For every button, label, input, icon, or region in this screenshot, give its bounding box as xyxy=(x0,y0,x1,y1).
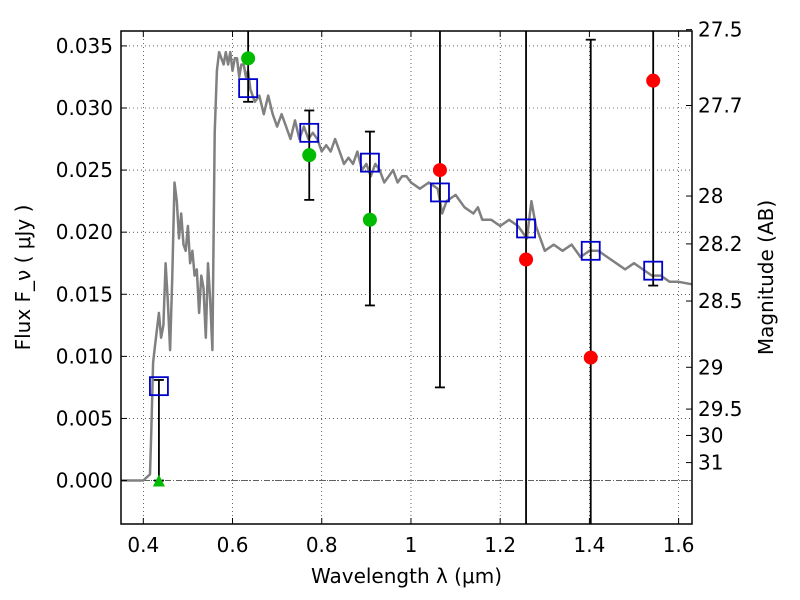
green-triangle-marker xyxy=(152,474,165,487)
y-tick-label: 0.010 xyxy=(56,344,113,368)
x-tick-label: 1.2 xyxy=(484,533,516,557)
red-data-point xyxy=(646,73,661,88)
mag-tick-label: 28.5 xyxy=(698,289,743,313)
green-data-point xyxy=(302,148,317,163)
y-tick-label: 0.005 xyxy=(56,406,113,430)
model-spectrum-layer xyxy=(121,50,693,482)
model-photometry-square xyxy=(643,260,664,281)
mag-tick-label: 28.2 xyxy=(698,232,743,256)
plot-frame xyxy=(120,30,693,525)
mag-tick-label: 30 xyxy=(698,423,723,447)
x-tick-label: 0.8 xyxy=(306,533,338,557)
green-data-point xyxy=(241,51,256,66)
x-tick-label: 0.4 xyxy=(127,533,159,557)
y-tick-label: 0.030 xyxy=(56,96,113,120)
magnitude-axis-title: Magnitude (AB) xyxy=(754,200,778,355)
x-tick-label: 1.4 xyxy=(573,533,605,557)
mag-tick-label: 27.7 xyxy=(698,93,743,117)
x-tick-label: 0.6 xyxy=(217,533,249,557)
red-data-point xyxy=(432,163,447,178)
mag-tick-label: 29.5 xyxy=(698,397,743,421)
model-photometry-square xyxy=(430,182,450,203)
mag-tick-label: 31 xyxy=(698,451,723,475)
model-photometry-square xyxy=(516,218,536,239)
x-axis-title: Wavelength λ (μm) xyxy=(311,564,502,588)
error-bar-layer xyxy=(153,31,659,524)
data-marker-layer xyxy=(149,51,664,487)
y-tick-label: 0.000 xyxy=(56,469,113,493)
model-photometry-square xyxy=(238,78,259,99)
x-tick-label: 1.6 xyxy=(663,533,695,557)
model-photometry-square xyxy=(360,152,380,173)
mag-tick-label: 27.5 xyxy=(698,18,743,42)
green-data-point xyxy=(362,212,377,227)
mag-tick-label: 28 xyxy=(698,184,723,208)
y-tick-label: 0.020 xyxy=(56,220,113,244)
x-ticks: 0.4 0.6 0.8 1 1.2 1.4 1.6 xyxy=(127,31,695,557)
model-spectrum-line xyxy=(121,50,693,482)
x-tick-label: 1 xyxy=(405,533,418,557)
model-photometry-square xyxy=(149,376,169,397)
model-photometry-square xyxy=(580,240,601,261)
y-axis-title: Flux F_ν ( μJy ) xyxy=(11,205,35,351)
y-tick-label: 0.015 xyxy=(56,282,113,306)
magnitude-ticks: 27.5 27.7 28 28.2 28.5 29 29.530 31 xyxy=(686,18,743,475)
y-ticks: 0.000 0.005 0.010 0.015 0.020 0.025 0.030 0.035 xyxy=(56,34,127,493)
y-tick-label: 0.035 xyxy=(56,34,113,58)
y-tick-label: 0.025 xyxy=(56,158,113,182)
model-photometry-square xyxy=(299,122,320,143)
mag-tick-label: 29 xyxy=(698,355,723,379)
red-data-point xyxy=(519,252,534,267)
red-data-point xyxy=(583,350,598,365)
